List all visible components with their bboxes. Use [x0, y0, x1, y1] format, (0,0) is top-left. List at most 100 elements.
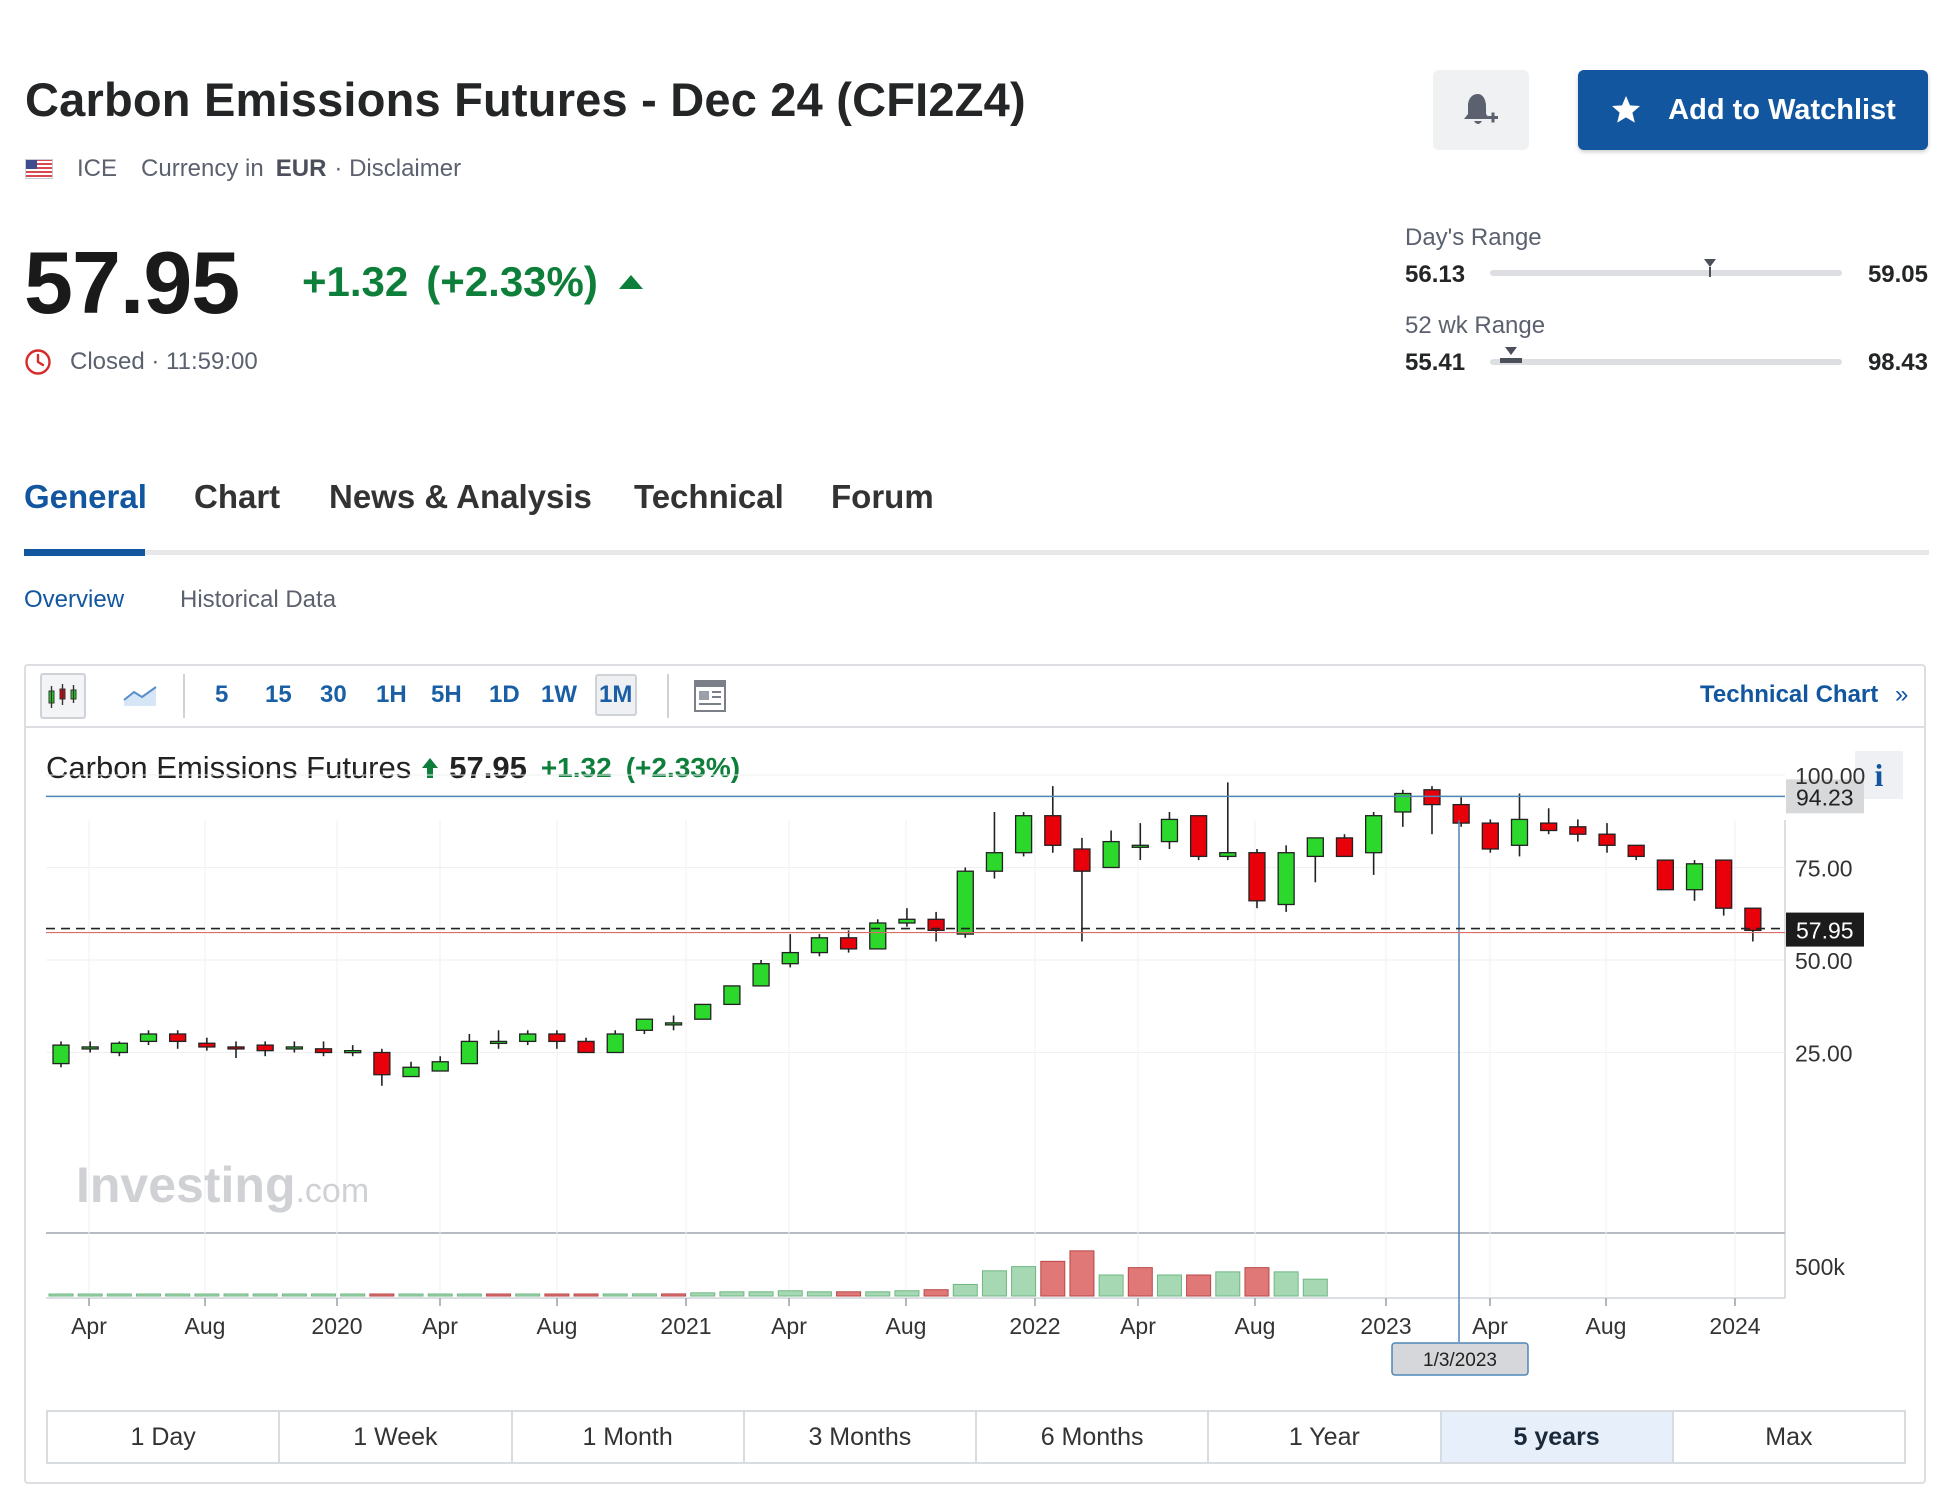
period-1-month[interactable]: 1 Month — [513, 1412, 745, 1462]
volume-bar — [806, 1291, 832, 1297]
candle-body — [1510, 818, 1529, 846]
x-tick-label: Aug — [185, 1313, 226, 1339]
volume-bar — [1040, 1260, 1066, 1297]
volume-bar — [1244, 1267, 1270, 1297]
volume-bar — [515, 1293, 541, 1297]
disclaimer-link[interactable]: · Disclaimer — [334, 155, 462, 182]
x-tick-label: Aug — [537, 1313, 578, 1339]
candle-body — [1481, 822, 1499, 850]
interval-1w[interactable]: 1W — [541, 681, 577, 708]
period-1-week[interactable]: 1 Week — [280, 1412, 513, 1462]
volume-bar — [311, 1293, 337, 1297]
technical-chart-label: Technical Chart — [1700, 681, 1879, 708]
technical-chart-link[interactable]: Technical Chart » — [1700, 681, 1908, 709]
candle-body — [1131, 844, 1149, 848]
volume-bar — [777, 1290, 803, 1297]
y-tick-label: 50.00 — [1795, 948, 1853, 974]
last-price-box — [1786, 912, 1864, 947]
star-icon — [1612, 96, 1641, 123]
wk52-range-high: 98.43 — [1867, 349, 1928, 376]
wk52-range-marker — [1499, 347, 1522, 363]
volume-bar — [369, 1293, 395, 1297]
candle-body — [1394, 792, 1412, 813]
info-icon: i — [1874, 756, 1884, 793]
candle-body — [110, 1042, 128, 1054]
add-to-watchlist-button[interactable]: Add to Watchlist — [1578, 70, 1928, 150]
candle-body — [1685, 863, 1704, 891]
period-max[interactable]: Max — [1765, 1422, 1813, 1451]
period-5-years[interactable]: 5 years — [1441, 1412, 1674, 1462]
candle-body — [606, 1033, 624, 1054]
volume-bar — [661, 1293, 687, 1297]
interval-1m[interactable]: 1M — [599, 681, 633, 708]
volume-bar — [573, 1293, 599, 1297]
candle-body — [1656, 859, 1674, 891]
interval-5[interactable]: 5 — [215, 681, 229, 708]
tab-forum[interactable]: Forum — [831, 478, 934, 515]
period-3-months[interactable]: 3 Months — [745, 1412, 977, 1462]
candle-body — [839, 937, 858, 950]
period-6-months[interactable]: 6 Months — [977, 1412, 1210, 1462]
news-panel-icon[interactable] — [693, 679, 727, 713]
currency-prefix: Currency in — [141, 155, 264, 182]
volume-bar — [836, 1291, 862, 1297]
interval-1d[interactable]: 1D — [489, 681, 520, 708]
candle-body — [460, 1040, 479, 1065]
candle-body — [1335, 837, 1354, 858]
candle-body — [781, 951, 799, 965]
days-range-marker — [1703, 259, 1716, 277]
candle-body — [752, 963, 770, 987]
legend-change-percent: (+2.33%) — [625, 752, 741, 783]
interval-15[interactable]: 15 — [265, 681, 292, 708]
change-percent: (+2.33%) — [426, 258, 598, 305]
exchange-label: ICE — [77, 155, 118, 182]
days-range-low: 56.13 — [1405, 261, 1466, 288]
candle-body — [1102, 840, 1120, 869]
volume-bar — [1098, 1274, 1124, 1297]
interval-1h[interactable]: 1H — [376, 681, 407, 708]
candlestick-chart-button[interactable] — [40, 673, 86, 719]
tabs-divider — [24, 550, 1929, 555]
candle-body — [519, 1033, 537, 1043]
subtab-overview[interactable]: Overview — [24, 586, 125, 613]
volume-bar — [1273, 1271, 1299, 1297]
y-tick-label: 25.00 — [1795, 1041, 1853, 1067]
clock-icon — [25, 349, 51, 375]
last-price: 57.95 — [24, 233, 240, 332]
legend-name: Carbon Emissions Futures — [46, 750, 412, 785]
wk52-range-label: 52 wk Range — [1405, 312, 1546, 339]
tab-chart[interactable]: Chart — [194, 478, 281, 515]
volume-bar — [194, 1293, 220, 1297]
volume-bar — [223, 1293, 249, 1297]
interval-5h[interactable]: 5H — [431, 681, 462, 708]
x-tick-label: 2023 — [1360, 1313, 1411, 1339]
crosshair-price-box — [1786, 779, 1864, 814]
period-1-year[interactable]: 1 Year — [1209, 1412, 1442, 1462]
subtab-historical-data[interactable]: Historical Data — [180, 586, 337, 613]
x-tick-label: Aug — [886, 1313, 927, 1339]
days-range-bar — [1490, 270, 1842, 276]
tab-general[interactable]: General — [24, 478, 147, 515]
volume-bar — [340, 1293, 366, 1297]
x-tick-label: Apr — [1472, 1313, 1508, 1339]
tab-technical[interactable]: Technical — [634, 478, 784, 515]
volume-bar — [48, 1293, 74, 1297]
period-1-day[interactable]: 1 Day — [48, 1412, 281, 1462]
interval-30[interactable]: 30 — [320, 681, 347, 708]
candle-body — [52, 1044, 70, 1065]
volume-tick-label: 500k — [1795, 1254, 1845, 1280]
volume-bar — [865, 1291, 891, 1297]
area-chart-icon[interactable] — [122, 682, 158, 710]
x-tick-label: 2021 — [660, 1313, 711, 1339]
toolbar-divider — [26, 726, 1924, 728]
x-tick-label: 2024 — [1709, 1313, 1760, 1339]
candlestick-icon — [48, 684, 77, 708]
toolbar-separator — [183, 674, 185, 718]
tab-news-analysis[interactable]: News & Analysis — [329, 478, 592, 515]
price-alert-button[interactable] — [1433, 70, 1529, 150]
volume-bar — [252, 1293, 278, 1297]
chart-legend: Carbon Emissions Futures 57.95 +1.32 (+2… — [46, 750, 740, 786]
investing-watermark: Investing.com — [76, 1157, 369, 1213]
x-tick-label: Apr — [71, 1313, 107, 1339]
